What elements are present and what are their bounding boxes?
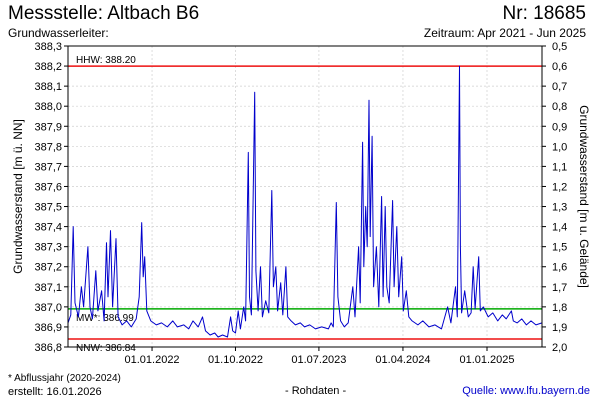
reference-line-label: NNW: 386.84 <box>76 343 136 354</box>
y2-tick-label: 1,2 <box>552 181 567 193</box>
station-number: Nr: 18685 <box>502 3 586 24</box>
y-tick-label: 387,9 <box>34 121 62 133</box>
reference-line-label: HHW: 388.20 <box>76 55 136 66</box>
y-tick-label: 388,0 <box>34 101 62 113</box>
y2-tick-label: 0,7 <box>552 81 567 93</box>
y2-tick-label: 0,6 <box>552 61 567 73</box>
series-layer <box>67 65 543 338</box>
y2-tick-label: 0,5 <box>552 41 567 53</box>
y2-tick-label: 1,6 <box>552 262 567 274</box>
x-tick-label: 01.01.2022 <box>125 354 180 366</box>
y-tick-label: 387,2 <box>34 262 62 274</box>
aquifer-label: Grundwasserleiter: <box>8 26 109 40</box>
y-tick-label: 386,9 <box>34 322 62 334</box>
x-tick-label: 01.04.2024 <box>375 354 430 366</box>
source-link[interactable]: Quelle: www.lfu.bayern.de <box>462 385 590 397</box>
y-tick-label: 387,8 <box>34 141 62 153</box>
y-axis-label: Grundwasserstand [m ü. NN] <box>11 119 25 274</box>
x-tick-label: 01.01.2025 <box>459 354 514 366</box>
x-axis-ticks: 01.01.2022 01.10.2022 01.07.2023 01.04.2024… <box>125 347 515 366</box>
y2-tick-label: 2,0 <box>552 342 567 354</box>
y2-axis-label: Grundwasserstand [m u. Gelände] <box>577 105 591 288</box>
data-type-label: - Rohdaten - <box>285 385 347 397</box>
y2-tick-label: 1,3 <box>552 202 567 214</box>
y-axis-ticks: 386,8 386,9 387,0 387,1 387,2 387,3 387,4 387,5… <box>34 41 68 354</box>
y2-tick-label: 1,0 <box>552 141 567 153</box>
y-tick-label: 387,0 <box>34 302 62 314</box>
grid-layer <box>68 46 542 347</box>
y-tick-label: 386,8 <box>34 342 62 354</box>
y-tick-label: 387,3 <box>34 242 62 254</box>
chart-title: Messstelle: Altbach B6 <box>8 3 200 24</box>
plot-frame <box>67 45 543 348</box>
y2-tick-label: 0,8 <box>552 101 567 113</box>
y2-axis-ticks: 2,0 1,9 1,8 1,7 1,6 1,5 1,4 1,3 1,2 1,1 1,0 0,9 0,8 0… <box>542 41 567 354</box>
x-tick-label: 01.10.2022 <box>208 354 263 366</box>
y2-tick-label: 1,5 <box>552 242 567 254</box>
y-tick-label: 387,5 <box>34 202 62 214</box>
y2-tick-label: 0,9 <box>552 121 567 133</box>
y2-tick-label: 1,9 <box>552 322 567 334</box>
y-tick-label: 387,6 <box>34 181 62 193</box>
y2-tick-label: 1,8 <box>552 302 567 314</box>
x-tick-label: 01.07.2023 <box>291 354 346 366</box>
reference-line-label: MW*: 386.99 <box>76 313 134 324</box>
created-date: erstellt: 16.01.2026 <box>8 386 102 398</box>
y-tick-label: 388,2 <box>34 61 62 73</box>
y-tick-label: 387,4 <box>34 222 62 234</box>
footnote: * Abflussjahr (2020-2024) <box>8 373 121 384</box>
y2-tick-label: 1,7 <box>552 282 567 294</box>
y-tick-label: 387,7 <box>34 161 62 173</box>
y-tick-label: 387,1 <box>34 282 62 294</box>
y2-tick-label: 1,4 <box>552 222 567 234</box>
y-tick-label: 388,3 <box>34 41 62 53</box>
series-line <box>67 65 543 338</box>
y-tick-label: 388,1 <box>34 81 62 93</box>
period-label: Zeitraum: Apr 2021 - Jun 2025 <box>423 26 586 40</box>
y2-tick-label: 1,1 <box>552 161 567 173</box>
